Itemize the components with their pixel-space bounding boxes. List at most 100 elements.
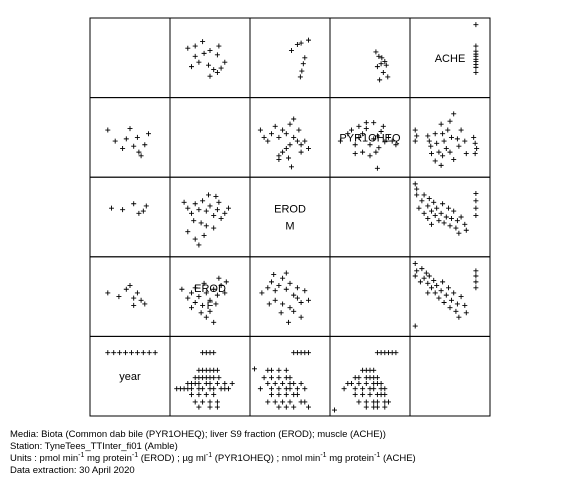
data-point: [189, 210, 194, 216]
caption-media: Media: Biota (Common dab bile (PYR1OHEQ)…: [10, 429, 386, 440]
data-point: [136, 210, 142, 216]
data-point: [276, 156, 282, 162]
data-point: [378, 381, 384, 387]
data-point: [200, 302, 206, 308]
data-point: [201, 50, 207, 56]
data-point: [456, 230, 462, 236]
data-point: [454, 136, 460, 142]
data-point: [462, 138, 468, 144]
data-point: [287, 375, 293, 381]
data-point: [447, 305, 453, 311]
data-point: [462, 221, 468, 227]
data-point: [438, 288, 444, 294]
data-point: [473, 285, 479, 291]
data-point: [454, 218, 460, 224]
data-point: [432, 290, 438, 296]
data-point: [378, 61, 384, 67]
data-point: [463, 151, 469, 157]
data-point: [429, 221, 434, 227]
data-point: [259, 290, 265, 296]
data-point: [379, 55, 385, 61]
data-point: [291, 134, 297, 140]
data-point: [302, 55, 308, 61]
data-point: [440, 201, 446, 207]
data-point: [436, 149, 442, 155]
data-point: [363, 126, 369, 132]
data-point: [257, 127, 263, 133]
data-point: [426, 273, 432, 279]
data-point: [211, 213, 217, 219]
data-point: [287, 305, 293, 311]
data-point: [393, 350, 399, 356]
data-point: [428, 143, 434, 149]
data-point: [280, 399, 286, 405]
data-point: [131, 143, 137, 149]
data-point: [123, 136, 129, 142]
data-point: [434, 205, 440, 211]
data-point: [374, 399, 380, 405]
data-point: [474, 145, 480, 151]
data-point: [360, 131, 366, 137]
data-point: [473, 198, 479, 204]
data-point: [352, 386, 358, 392]
data-point: [472, 151, 478, 157]
data-point: [306, 297, 311, 303]
data-point: [473, 205, 479, 211]
data-point: [287, 280, 293, 286]
data-point: [291, 404, 297, 410]
data-point: [280, 301, 286, 307]
data-point: [434, 283, 440, 289]
data-point: [216, 43, 222, 49]
data-point: [185, 45, 191, 51]
panel-ache-vs-erod-f: [329, 17, 411, 99]
panel-erod-f-vs-ache: [89, 256, 171, 337]
data-point: [363, 381, 369, 387]
diagonal-label: EROD: [194, 283, 226, 295]
data-point: [269, 367, 274, 373]
data-point: [426, 138, 432, 144]
data-point: [261, 134, 267, 140]
data-point: [207, 73, 213, 79]
data-point: [298, 149, 304, 155]
diagonal-label: EROD: [274, 204, 306, 216]
data-point: [352, 151, 358, 157]
data-point: [425, 280, 431, 286]
data-point: [288, 47, 294, 53]
data-point: [436, 295, 442, 301]
data-point: [374, 64, 380, 70]
data-point: [380, 123, 386, 129]
data-point: [473, 190, 479, 196]
data-point: [189, 392, 194, 398]
data-point: [337, 138, 343, 144]
data-point: [105, 350, 111, 356]
data-point: [288, 164, 294, 170]
data-point: [376, 145, 382, 151]
data-point: [458, 294, 464, 300]
data-point: [214, 292, 220, 298]
data-point: [280, 381, 286, 387]
data-point: [276, 392, 282, 398]
data-point: [269, 131, 274, 137]
data-point: [207, 381, 213, 387]
data-point: [140, 350, 146, 356]
data-point: [414, 133, 420, 139]
data-point: [462, 302, 468, 308]
data-point: [216, 375, 222, 381]
data-point: [283, 131, 289, 137]
data-point: [431, 199, 437, 205]
data-point: [131, 201, 137, 207]
data-point: [283, 392, 289, 398]
data-point: [373, 49, 379, 55]
data-point: [291, 381, 297, 387]
data-point: [192, 299, 198, 305]
data-point: [423, 270, 429, 276]
data-point: [123, 350, 129, 356]
data-point: [299, 68, 305, 74]
data-point: [179, 286, 185, 292]
data-point: [152, 350, 158, 356]
data-point: [371, 386, 377, 392]
data-point: [473, 64, 479, 70]
data-point: [131, 302, 137, 308]
data-point: [280, 275, 286, 281]
data-point: [140, 208, 146, 214]
